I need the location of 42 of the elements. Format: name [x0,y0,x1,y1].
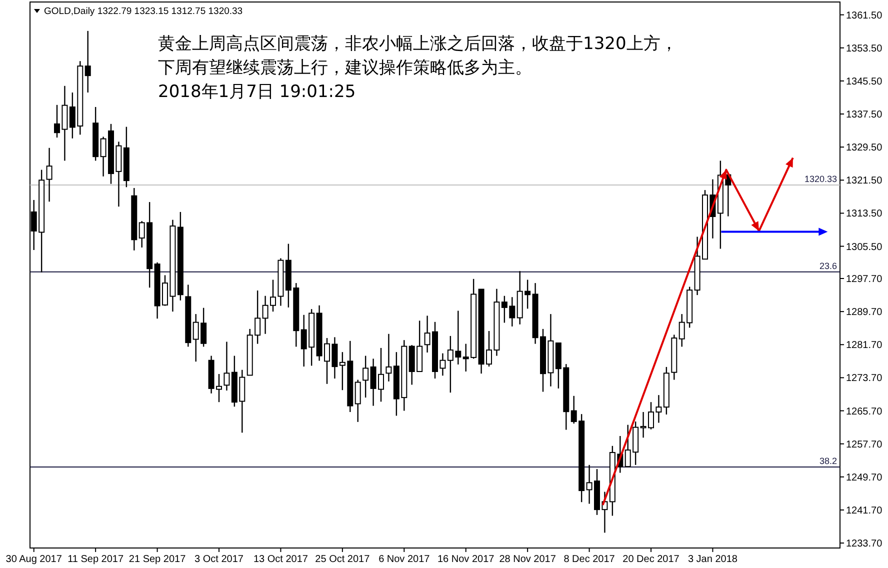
ref-line-label: 1320.33 [804,174,837,184]
y-tick-label: 1297.70 [846,274,883,286]
x-tick-label: 25 Oct 2017 [315,554,370,565]
x-tick-label: 11 Sep 2017 [68,554,124,565]
y-tick-label: 1265.70 [846,406,883,418]
candlestick [84,30,91,94]
candlestick [362,355,369,398]
annotation: 2018年1月7日 19:01:25 [158,82,356,102]
candlestick [46,147,52,202]
x-tick-label: 3 Jan 2018 [688,554,738,565]
y-tick-label: 1233.70 [846,538,883,550]
y-tick-label: 1337.50 [846,110,883,121]
y-tick-label: 1313.50 [846,208,883,220]
x-tick-label: 8 Dec 2017 [564,554,616,565]
y-tick-label: 1281.70 [846,340,883,352]
y-tick-label: 1345.50 [846,76,883,88]
annotation: 38.2 [819,456,837,466]
y-tick-label: 1329.50 [846,142,883,154]
chart-title: GOLD,Daily 1322.79 1323.15 1312.75 1320.33 [44,6,243,17]
x-tick-label: 30 Aug 2017 [6,554,62,565]
candlestick [354,379,361,423]
x-tick-label: 6 Nov 2017 [378,554,430,565]
candlestick [386,333,392,382]
y-tick-label: 1249.70 [846,472,883,484]
x-tick-label: 16 Nov 2017 [438,554,495,565]
y-tick-label: 1257.70 [846,439,883,450]
y-tick-label: 1321.50 [846,176,883,187]
y-tick-label: 1361.50 [846,10,883,22]
y-tick-label: 1353.50 [846,43,883,54]
annotation: 下周有望继续震荡上行，建议操作策略低多为主。 [158,58,532,78]
x-tick-label: 20 Dec 2017 [622,554,680,565]
x-tick-label: 28 Nov 2017 [499,554,556,565]
x-tick-label: 3 Oct 2017 [194,554,244,565]
x-tick-label: 13 Oct 2017 [253,554,308,565]
candlestick [224,341,230,392]
y-tick-label: 1241.70 [846,505,883,516]
y-tick-label: 1273.70 [846,373,883,384]
annotation: 23.6 [819,260,837,271]
y-tick-label: 1305.50 [846,242,883,253]
annotation: 黄金上周高点区间震荡，非农小幅上涨之后回落，收盘于1320上方， [158,34,678,54]
y-tick-label: 1289.70 [846,307,883,318]
x-tick-label: 21 Sep 2017 [128,554,186,565]
